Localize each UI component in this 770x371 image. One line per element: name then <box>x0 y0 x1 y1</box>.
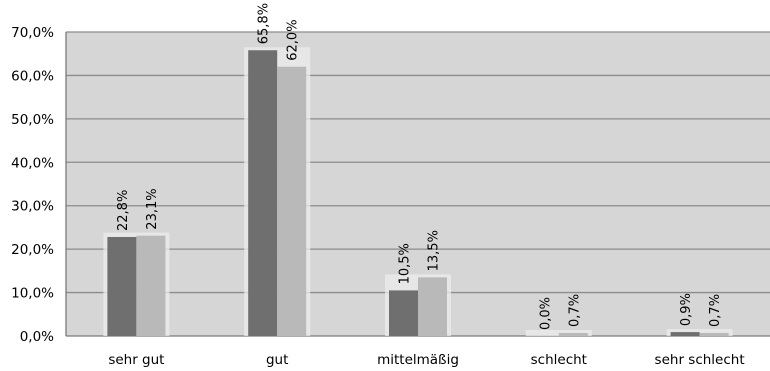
bar-0-series-1 <box>136 235 166 336</box>
y-tick-label: 60,0% <box>11 68 54 84</box>
data-label-0-series-1: 23,1% <box>145 188 160 229</box>
y-tick-label: 20,0% <box>11 242 54 258</box>
data-label-1-series-1: 62,0% <box>286 19 301 60</box>
bar-4-series-0 <box>670 332 700 336</box>
y-tick-label: 30,0% <box>11 199 54 215</box>
y-tick-label: 40,0% <box>11 155 54 171</box>
y-tick-label: 70,0% <box>11 25 54 41</box>
bar-2-series-0 <box>389 290 418 336</box>
x-category-label: mittelmäßig <box>377 352 459 368</box>
x-category-label: sehr gut <box>108 352 164 368</box>
y-axis-tick-labels: 0,0% 10,0% 20,0% 30,0% 40,0% 50,0% 60,0% 70,0% <box>11 25 54 345</box>
data-label-1-series-0: 65,8% <box>257 3 272 44</box>
bar-1-series-1 <box>277 66 307 336</box>
bar-2-series-1 <box>418 277 447 336</box>
data-label-3-series-0: 0,0% <box>538 297 553 330</box>
data-label-4-series-1: 0,7% <box>708 294 723 327</box>
data-label-0-series-0: 22,8% <box>116 190 131 231</box>
x-axis-category-labels: sehr gut gut mittelmäßig schlecht sehr schle… <box>108 352 744 368</box>
data-label-2-series-1: 13,5% <box>427 230 442 271</box>
data-label-4-series-0: 0,9% <box>679 293 694 326</box>
bars <box>103 47 733 337</box>
data-label-2-series-0: 10,5% <box>398 243 413 284</box>
bar-1-series-0 <box>248 50 278 337</box>
bar-0-series-0 <box>107 236 137 336</box>
x-category-label: schlecht <box>531 352 587 368</box>
y-tick-label: 50,0% <box>11 112 54 128</box>
y-tick-label: 10,0% <box>11 286 54 302</box>
data-labels: 22,8% 23,1% 65,8% 62,0% 10,5% 13,5% 0,0% 0,7% 0,… <box>116 3 723 330</box>
x-category-label: gut <box>266 352 288 368</box>
data-label-3-series-1: 0,7% <box>567 294 582 327</box>
y-tick-label: 0,0% <box>20 329 54 345</box>
x-category-label: sehr schlecht <box>655 352 745 368</box>
bar-3-series-1 <box>558 332 588 336</box>
bar-4-series-1 <box>699 332 729 336</box>
